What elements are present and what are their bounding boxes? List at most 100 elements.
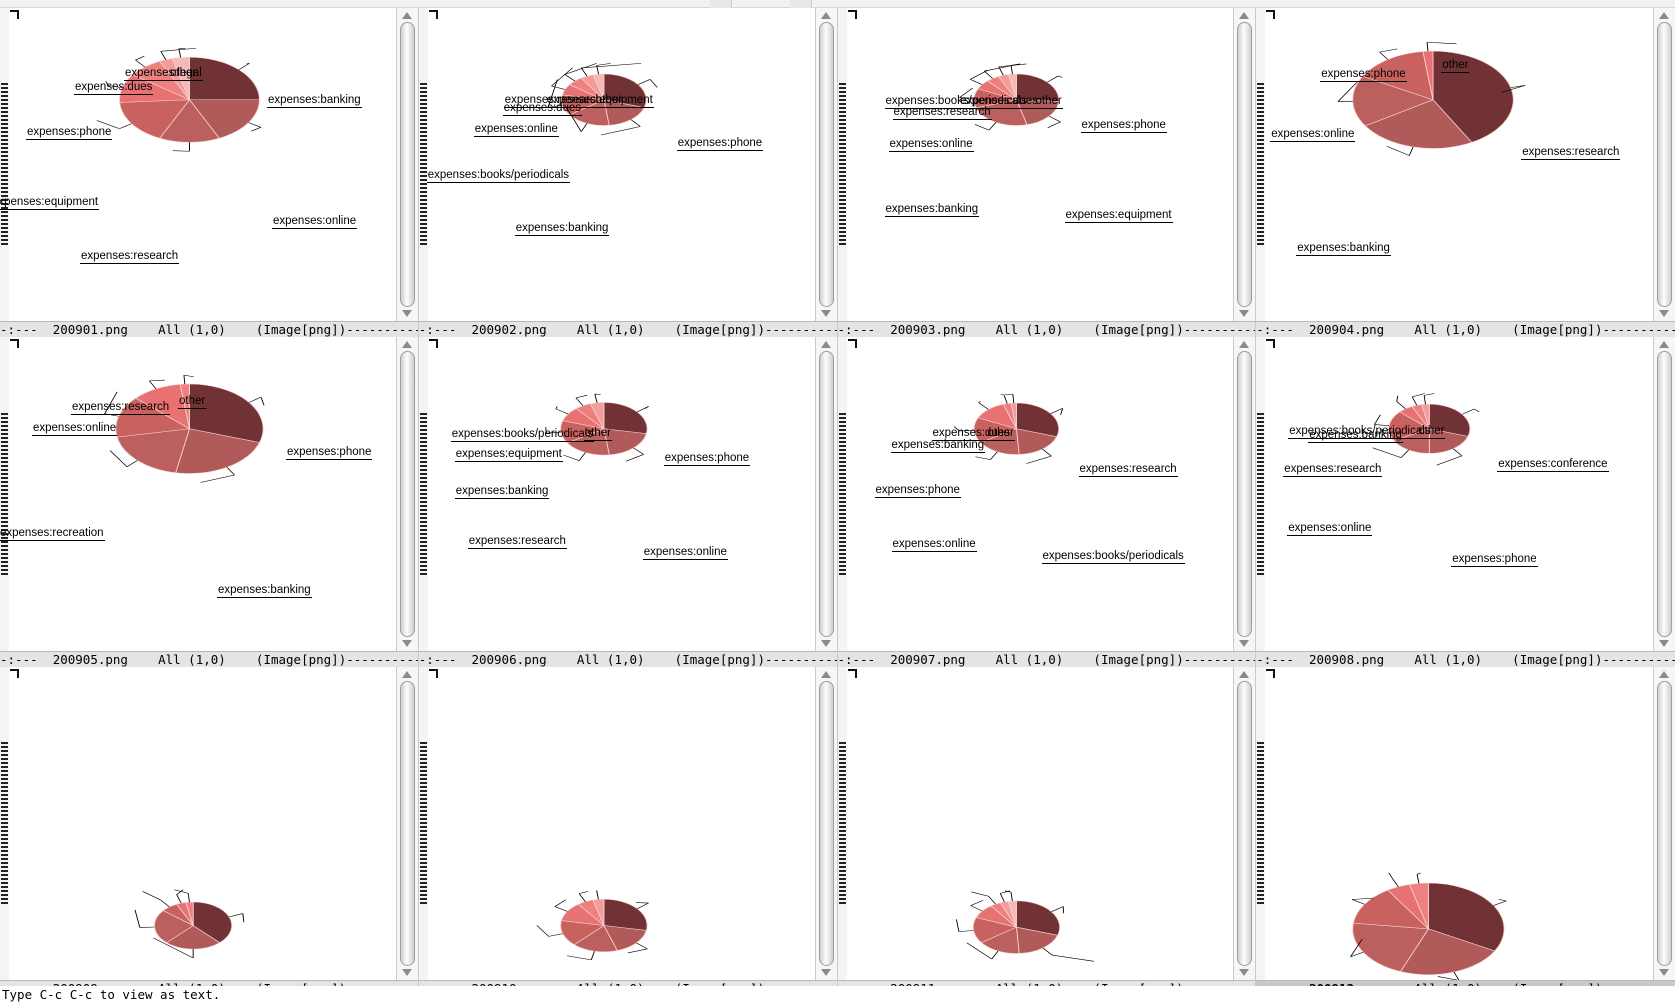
scroll-down-arrow-icon[interactable] bbox=[401, 639, 412, 647]
mode-line[interactable]: -:--- 200908.png All (1,0) (Image[png])-… bbox=[1256, 650, 1675, 667]
vertical-scrollbar[interactable] bbox=[814, 8, 837, 322]
scroll-down-arrow-icon[interactable] bbox=[1659, 969, 1669, 976]
image-canvas[interactable]: expenses:phone expenses:online expenses:re… bbox=[418, 337, 837, 651]
vertical-scrollbar[interactable] bbox=[1233, 8, 1256, 322]
pie-slice-label: other bbox=[594, 94, 623, 108]
image-window[interactable]: expenses:phone expenses:online expenses:re… bbox=[418, 337, 838, 667]
vertical-scrollbar[interactable] bbox=[1233, 666, 1256, 980]
mode-line[interactable]: -:--- 200902.png All (1,0) (Image[png])-… bbox=[418, 321, 837, 338]
vertical-scrollbar[interactable] bbox=[395, 666, 418, 980]
mode-line[interactable]: -:--- 200903.png All (1,0) (Image[png])-… bbox=[837, 321, 1256, 338]
image-canvas[interactable]: expenses:phoneexpenses:onlineexpenses:eq… bbox=[1256, 666, 1675, 980]
scrollbar-thumb[interactable] bbox=[1657, 680, 1672, 966]
scroll-down-arrow-icon[interactable] bbox=[401, 310, 412, 318]
image-window[interactable]: expenses:phone expenses:banking expenses:r… bbox=[0, 337, 419, 667]
scroll-down-arrow-icon[interactable] bbox=[1659, 639, 1669, 647]
scroll-down-arrow-icon[interactable] bbox=[1659, 310, 1669, 318]
pie-chart-svg bbox=[119, 56, 260, 143]
scroll-down-arrow-icon[interactable] bbox=[820, 639, 831, 647]
truncation-dots-icon bbox=[838, 741, 846, 905]
scrollbar-thumb[interactable] bbox=[818, 680, 834, 966]
image-window[interactable]: expenses:research expenses:books/periodic… bbox=[837, 337, 1257, 667]
image-canvas[interactable]: expenses:research expenses:banking expense… bbox=[1256, 8, 1675, 322]
image-canvas[interactable]: expenses:conference expenses:phone expense… bbox=[1256, 337, 1675, 651]
pie-slice bbox=[1352, 922, 1430, 972]
scroll-down-arrow-icon[interactable] bbox=[1239, 310, 1250, 318]
image-canvas[interactable]: expenses:onlineexpenses:phoneexpenses:re… bbox=[837, 666, 1256, 980]
mode-line[interactable]: -:--- 200905.png All (1,0) (Image[png])-… bbox=[0, 650, 418, 667]
scroll-down-arrow-icon[interactable] bbox=[1239, 969, 1250, 976]
image-window[interactable]: expenses:phoneexpenses:onlineexpenses:eq… bbox=[1256, 666, 1675, 996]
scroll-down-arrow-icon[interactable] bbox=[401, 969, 412, 976]
scrollbar-thumb[interactable] bbox=[1237, 351, 1253, 637]
scrollbar-thumb[interactable] bbox=[1657, 351, 1672, 637]
image-crop-corner-marker bbox=[847, 339, 857, 349]
image-canvas[interactable]: expenses:research expenses:books/periodic… bbox=[837, 337, 1256, 651]
image-window[interactable]: expenses:research expenses:banking expense… bbox=[1256, 8, 1675, 338]
scroll-up-arrow-icon[interactable] bbox=[1659, 341, 1669, 349]
vertical-scrollbar[interactable] bbox=[1233, 337, 1256, 651]
vertical-scrollbar[interactable] bbox=[814, 666, 837, 980]
scroll-up-arrow-icon[interactable] bbox=[820, 12, 831, 19]
pie-slice-label: expenses:online bbox=[888, 138, 974, 152]
pie-slice-label: expenses:online bbox=[891, 538, 977, 553]
vertical-scrollbar[interactable] bbox=[814, 337, 837, 651]
pie-slice-label: expenses:research bbox=[1078, 463, 1178, 478]
scroll-up-arrow-icon[interactable] bbox=[1659, 12, 1669, 19]
pie-slice bbox=[1362, 51, 1434, 101]
mode-line-filler: ------------- bbox=[1183, 651, 1256, 667]
label-leader-lines bbox=[96, 48, 262, 152]
pie-slice-label: expenses:phone bbox=[26, 126, 113, 140]
scroll-up-arrow-icon[interactable] bbox=[401, 12, 412, 19]
scrollbar-thumb[interactable] bbox=[399, 22, 415, 308]
image-window[interactable]: expenses:phone expenses:banking expenses:b… bbox=[418, 8, 838, 338]
scroll-up-arrow-icon[interactable] bbox=[1239, 670, 1250, 678]
image-canvas[interactable]: expenses:banking expenses:online expenses:… bbox=[0, 8, 418, 322]
scrollbar-thumb[interactable] bbox=[818, 22, 834, 308]
image-canvas[interactable]: expenses:phone expenses:equipment expenses… bbox=[837, 8, 1256, 322]
image-canvas[interactable]: expenses:phone expenses:banking expenses:b… bbox=[418, 8, 837, 322]
scroll-down-arrow-icon[interactable] bbox=[820, 969, 831, 976]
pie-chart-svg bbox=[560, 73, 647, 126]
mode-line[interactable]: -:--- 200907.png All (1,0) (Image[png])-… bbox=[837, 650, 1256, 667]
scrollbar-thumb[interactable] bbox=[818, 351, 834, 637]
mode-line-buffer-name: 200905.png bbox=[52, 651, 128, 667]
pie-slice-label: expenses:phone bbox=[663, 452, 751, 467]
scroll-down-arrow-icon[interactable] bbox=[820, 310, 831, 318]
mode-line[interactable]: -:--- 200901.png All (1,0) (Image[png])-… bbox=[0, 321, 418, 338]
pie-slice bbox=[1364, 99, 1473, 149]
mode-line-major-mode: (Image[png]) bbox=[255, 651, 347, 667]
scroll-down-arrow-icon[interactable] bbox=[1239, 639, 1250, 647]
scrollbar-thumb[interactable] bbox=[1237, 680, 1253, 966]
scroll-up-arrow-icon[interactable] bbox=[401, 670, 412, 678]
image-window[interactable]: expenses:conference expenses:phone expense… bbox=[1256, 337, 1675, 667]
mode-line[interactable]: -:--- 200906.png All (1,0) (Image[png])-… bbox=[418, 650, 837, 667]
scrollbar-thumb[interactable] bbox=[399, 680, 415, 966]
vertical-scrollbar[interactable] bbox=[1653, 666, 1675, 980]
scroll-up-arrow-icon[interactable] bbox=[1239, 12, 1250, 19]
image-window[interactable]: expenses:legal/accountingexpenses:books/… bbox=[418, 666, 838, 996]
image-window[interactable]: expenses:onlineexpenses:phoneexpenses:re… bbox=[837, 666, 1257, 996]
vertical-scrollbar[interactable] bbox=[1653, 337, 1675, 651]
pie-slice-label: expenses:books/periodicals bbox=[884, 95, 1028, 109]
left-fringe bbox=[0, 337, 9, 651]
image-window[interactable]: expenses:phoneexpenses:onlineexpenses:ba… bbox=[0, 666, 419, 996]
image-canvas[interactable]: expenses:legal/accountingexpenses:books/… bbox=[418, 666, 837, 980]
scroll-up-arrow-icon[interactable] bbox=[820, 670, 831, 678]
image-window[interactable]: expenses:banking expenses:online expenses:… bbox=[0, 8, 419, 338]
scroll-up-arrow-icon[interactable] bbox=[401, 341, 412, 349]
scroll-up-arrow-icon[interactable] bbox=[820, 341, 831, 349]
image-window[interactable]: expenses:phone expenses:equipment expenses… bbox=[837, 8, 1257, 338]
image-canvas[interactable]: expenses:phone expenses:banking expenses:r… bbox=[0, 337, 418, 651]
scrollbar-thumb[interactable] bbox=[1237, 22, 1253, 308]
scroll-up-arrow-icon[interactable] bbox=[1239, 341, 1250, 349]
vertical-scrollbar[interactable] bbox=[395, 337, 418, 651]
vertical-scrollbar[interactable] bbox=[1653, 8, 1675, 322]
mode-line[interactable]: -:--- 200904.png All (1,0) (Image[png])-… bbox=[1256, 321, 1675, 338]
scroll-up-arrow-icon[interactable] bbox=[1659, 670, 1669, 678]
minibuffer[interactable]: Type C-c C-c to view as text. bbox=[0, 986, 1675, 1004]
scrollbar-thumb[interactable] bbox=[399, 351, 415, 637]
image-canvas[interactable]: expenses:phoneexpenses:onlineexpenses:ba… bbox=[0, 666, 418, 980]
vertical-scrollbar[interactable] bbox=[395, 8, 418, 322]
scrollbar-thumb[interactable] bbox=[1657, 22, 1672, 308]
